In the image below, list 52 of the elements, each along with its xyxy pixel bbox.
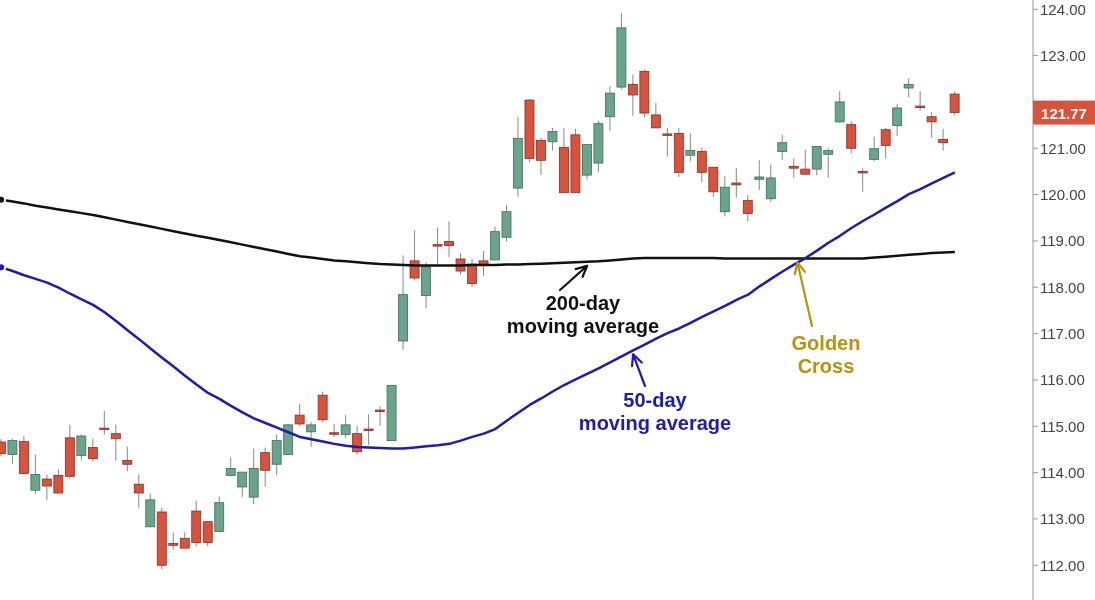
candlestick xyxy=(294,403,305,427)
candlestick xyxy=(650,102,661,129)
y-tick-label: 120.00 xyxy=(1040,185,1086,203)
y-tick-label: 115.00 xyxy=(1040,417,1085,435)
candlestick xyxy=(915,90,926,112)
candlestick xyxy=(834,90,845,124)
y-tick-label: 121.00 xyxy=(1040,139,1086,157)
candlestick xyxy=(846,120,857,154)
candlestick xyxy=(754,159,765,191)
y-tick-label: 123.00 xyxy=(1040,46,1086,64)
candlestick xyxy=(110,424,121,462)
annotation: Golden Cross xyxy=(791,332,861,377)
candlestick xyxy=(949,90,960,116)
candlestick xyxy=(892,103,903,137)
candlestick xyxy=(880,127,891,159)
y-tick-label: 117.00 xyxy=(1040,324,1085,342)
candlestick xyxy=(857,167,868,193)
y-tick-label: 118.00 xyxy=(1040,278,1085,296)
candlestick xyxy=(926,111,937,139)
candlestick xyxy=(260,447,271,488)
candlestick xyxy=(329,423,340,438)
y-tick-label: 114.00 xyxy=(1040,463,1085,481)
candlestick xyxy=(903,77,914,98)
y-tick-label: 112.00 xyxy=(1040,556,1085,574)
candlestick xyxy=(605,85,615,132)
y-tick-label: 119.00 xyxy=(1040,232,1085,250)
candlestick xyxy=(869,136,880,162)
candlestick xyxy=(363,413,374,446)
candlestick xyxy=(547,127,558,152)
candlestick xyxy=(938,128,949,152)
text: 121.77 xyxy=(1041,104,1087,122)
y-tick-label: 116.00 xyxy=(1040,371,1085,389)
y-tick-label: 124.00 xyxy=(1040,0,1086,18)
candlestick xyxy=(375,405,385,427)
candlestick xyxy=(731,167,742,199)
candlestick xyxy=(765,163,776,203)
legend-label: 200-day moving average xyxy=(506,292,660,337)
candlestick xyxy=(7,438,18,465)
candlestick xyxy=(777,134,788,161)
candlestick xyxy=(306,421,317,448)
candlestick xyxy=(99,410,110,436)
candlestick xyxy=(30,454,41,495)
candlestick xyxy=(742,194,753,222)
candlestick xyxy=(340,414,351,439)
candlestick xyxy=(76,434,87,462)
candlestick xyxy=(202,521,213,547)
candlestick xyxy=(133,473,144,509)
candlestick xyxy=(685,132,696,162)
y-tick-label: 113.00 xyxy=(1040,510,1085,528)
legend-label: 50-day moving average xyxy=(578,389,732,434)
candlestick xyxy=(122,446,133,472)
candlestick xyxy=(87,438,98,462)
